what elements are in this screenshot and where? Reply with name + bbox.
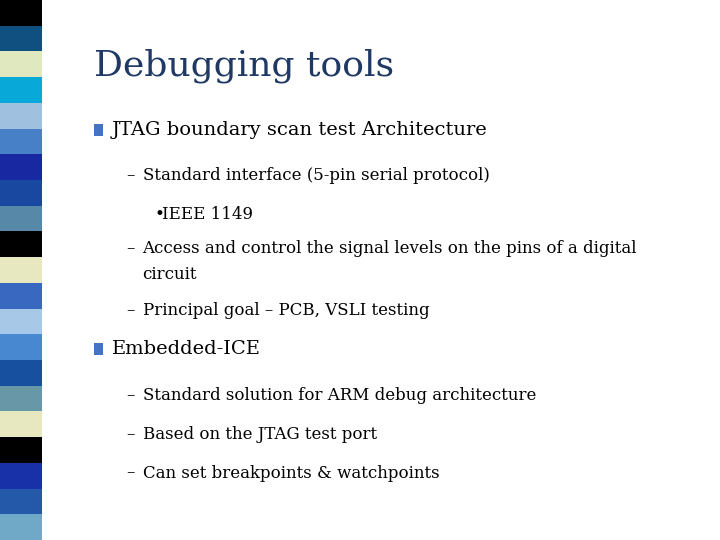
Text: –: – [126, 167, 135, 184]
Text: –: – [126, 387, 135, 404]
Text: –: – [126, 302, 135, 319]
Text: –: – [126, 464, 135, 482]
Text: IEEE 1149: IEEE 1149 [162, 206, 253, 223]
Text: –: – [126, 240, 135, 257]
Text: Principal goal – PCB, VSLI testing: Principal goal – PCB, VSLI testing [143, 302, 429, 319]
Text: Standard solution for ARM debug architecture: Standard solution for ARM debug architec… [143, 387, 536, 404]
Text: –: – [126, 426, 135, 443]
Text: •: • [155, 206, 165, 223]
Text: JTAG boundary scan test Architecture: JTAG boundary scan test Architecture [112, 120, 487, 139]
Text: Embedded-ICE: Embedded-ICE [112, 340, 261, 359]
Text: Based on the JTAG test port: Based on the JTAG test port [143, 426, 377, 443]
Text: Standard interface (5-pin serial protocol): Standard interface (5-pin serial protoco… [143, 167, 490, 184]
Text: Debugging tools: Debugging tools [94, 49, 394, 83]
Text: Can set breakpoints & watchpoints: Can set breakpoints & watchpoints [143, 464, 439, 482]
Text: circuit: circuit [143, 266, 197, 283]
Text: Access and control the signal levels on the pins of a digital: Access and control the signal levels on … [143, 240, 637, 257]
